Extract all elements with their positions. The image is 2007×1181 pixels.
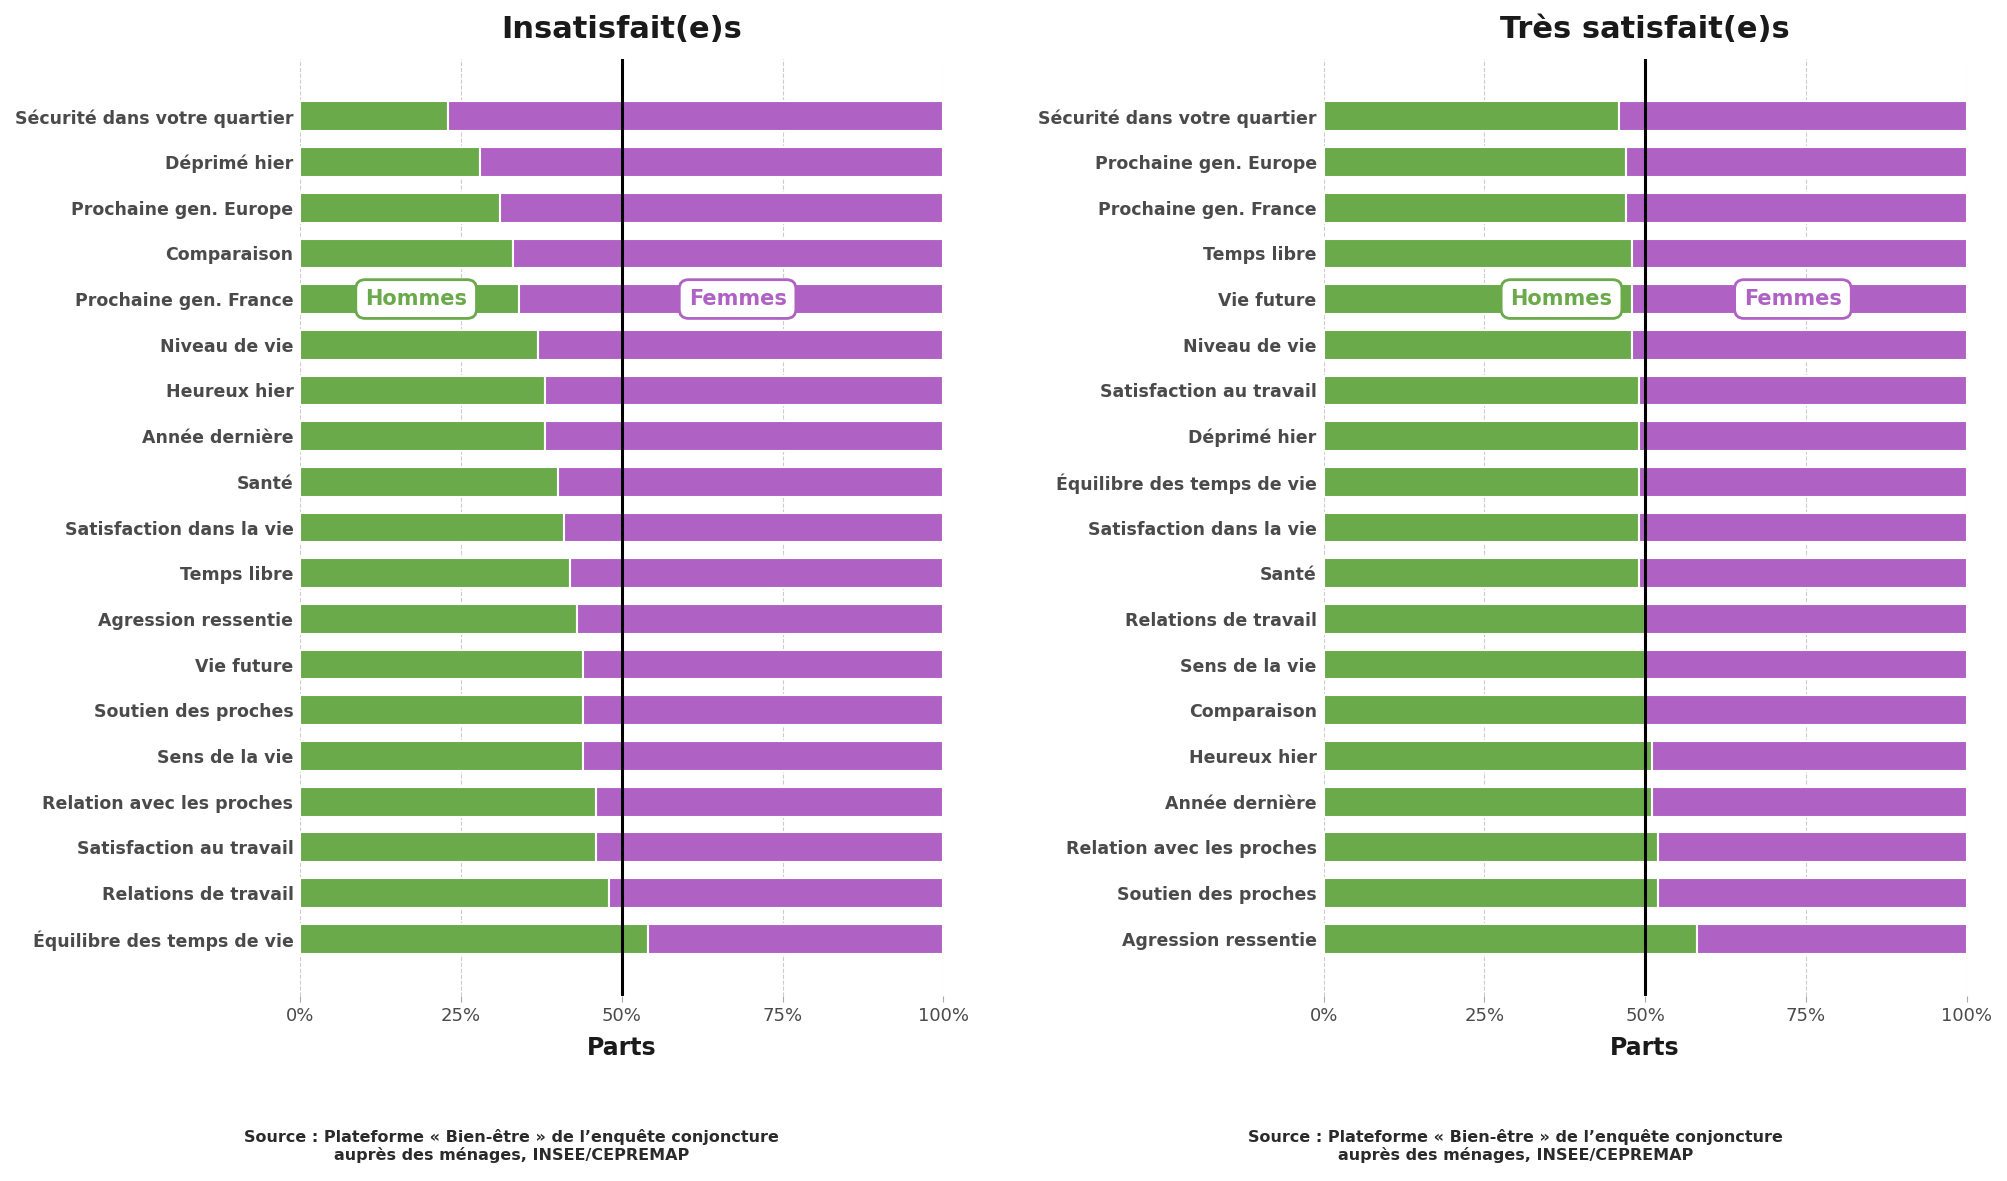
Bar [1632, 329, 1967, 359]
Bar [301, 924, 648, 953]
Bar [1696, 924, 1967, 953]
Bar [301, 329, 538, 359]
Bar [608, 879, 943, 908]
Title: Très satisfait(e)s: Très satisfait(e)s [1499, 15, 1790, 44]
Bar [1638, 466, 1967, 497]
Bar [1658, 833, 1967, 862]
Bar [301, 376, 544, 405]
Bar [584, 650, 943, 679]
Bar [1638, 422, 1967, 451]
Bar [1325, 559, 1638, 588]
Text: Hommes: Hommes [365, 289, 468, 309]
Bar [301, 696, 584, 725]
Bar [512, 239, 943, 268]
Bar [1652, 742, 1967, 771]
Bar [538, 329, 943, 359]
Bar [1638, 559, 1967, 588]
Bar [1325, 376, 1638, 405]
Bar [544, 422, 943, 451]
Bar [1325, 422, 1638, 451]
Bar [301, 787, 596, 816]
Bar [1325, 285, 1632, 314]
Bar [584, 742, 943, 771]
Bar [1638, 376, 1967, 405]
Title: Insatisfait(e)s: Insatisfait(e)s [502, 15, 743, 44]
Bar [558, 466, 943, 497]
Bar [1646, 603, 1967, 634]
Bar [480, 148, 943, 177]
Bar [1626, 193, 1967, 222]
Bar [1325, 742, 1652, 771]
Text: Femmes: Femmes [1744, 289, 1842, 309]
Bar [584, 696, 943, 725]
Bar [564, 513, 943, 542]
Bar [1325, 879, 1658, 908]
Bar [596, 833, 943, 862]
Text: Femmes: Femmes [688, 289, 787, 309]
Bar [1626, 148, 1967, 177]
Bar [1325, 787, 1652, 816]
Bar [1652, 787, 1967, 816]
Bar [1632, 285, 1967, 314]
Bar [301, 148, 480, 177]
Bar [1632, 239, 1967, 268]
Text: Source : Plateforme « Bien-être » de l’enquête conjoncture
auprès des ménages, I: Source : Plateforme « Bien-être » de l’e… [1248, 1129, 1782, 1163]
Bar [1325, 239, 1632, 268]
Bar [544, 376, 943, 405]
Bar [301, 650, 584, 679]
Bar [596, 787, 943, 816]
Bar [448, 102, 943, 131]
Bar [570, 559, 943, 588]
Bar [301, 422, 544, 451]
Bar [1325, 603, 1646, 634]
X-axis label: Parts: Parts [1610, 1036, 1680, 1059]
Bar [1658, 879, 1967, 908]
Bar [1646, 696, 1967, 725]
Bar [1325, 696, 1646, 725]
Bar [301, 102, 448, 131]
Bar [1325, 193, 1626, 222]
Bar [1325, 466, 1638, 497]
Bar [1620, 102, 1967, 131]
Bar [1325, 513, 1638, 542]
Bar [301, 239, 512, 268]
Bar [301, 513, 564, 542]
Bar [301, 833, 596, 862]
Bar [1325, 148, 1626, 177]
Bar [1646, 650, 1967, 679]
X-axis label: Parts: Parts [588, 1036, 656, 1059]
Bar [648, 924, 943, 953]
Text: Hommes: Hommes [1511, 289, 1612, 309]
Bar [576, 603, 943, 634]
Bar [301, 559, 570, 588]
Bar [301, 603, 576, 634]
Bar [1325, 833, 1658, 862]
Bar [520, 285, 943, 314]
Bar [301, 285, 520, 314]
Text: Source : Plateforme « Bien-être » de l’enquête conjoncture
auprès des ménages, I: Source : Plateforme « Bien-être » de l’e… [245, 1129, 779, 1163]
Bar [301, 879, 608, 908]
Bar [1325, 924, 1696, 953]
Bar [1638, 513, 1967, 542]
Bar [500, 193, 943, 222]
Bar [301, 466, 558, 497]
Bar [1325, 650, 1646, 679]
Bar [1325, 102, 1620, 131]
Bar [301, 193, 500, 222]
Bar [301, 742, 584, 771]
Bar [1325, 329, 1632, 359]
